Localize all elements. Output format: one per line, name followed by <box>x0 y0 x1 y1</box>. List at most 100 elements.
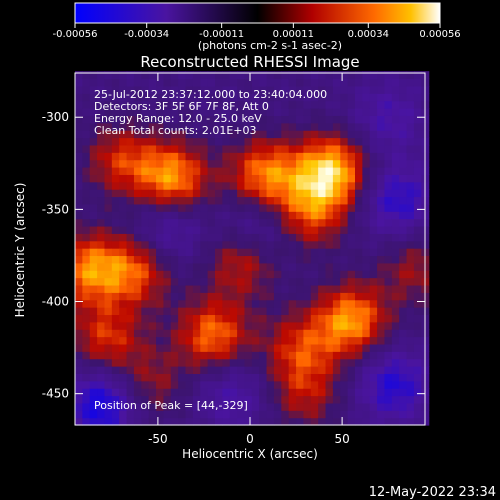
heatmap-cell <box>259 255 268 264</box>
heatmap-cell <box>133 166 142 175</box>
heatmap-cell <box>185 85 194 94</box>
heatmap-cell <box>281 248 290 257</box>
heatmap-cell <box>192 336 201 345</box>
heatmap-cell <box>288 166 297 175</box>
heatmap-cell <box>332 137 341 146</box>
heatmap-cell <box>391 108 400 116</box>
heatmap-cell <box>259 299 268 308</box>
heatmap-cell <box>251 410 260 419</box>
heatmap-cell <box>207 343 216 352</box>
heatmap-cell <box>207 388 216 397</box>
heatmap-cell <box>340 292 349 301</box>
heatmap-cell <box>178 196 187 205</box>
heatmap-cell <box>318 395 327 404</box>
heatmap-cell <box>126 329 135 338</box>
heatmap-cell <box>237 388 246 397</box>
heatmap-cell <box>148 152 157 161</box>
heatmap-cell <box>75 100 83 109</box>
heatmap-cell <box>119 343 128 352</box>
heatmap-cell <box>215 380 223 389</box>
heatmap-cell <box>413 137 422 146</box>
heatmap-cell <box>215 174 223 183</box>
heatmap-cell <box>156 366 165 374</box>
heatmap-cell <box>126 358 135 367</box>
heatmap-cell <box>355 152 363 161</box>
heatmap-cell <box>259 174 268 183</box>
heatmap-cell <box>185 255 194 264</box>
heatmap-cell <box>141 262 150 271</box>
heatmap-cell <box>229 108 238 116</box>
heatmap-cell <box>82 144 91 153</box>
heatmap-cell <box>325 122 334 131</box>
heatmap-cell <box>185 299 194 308</box>
heatmap-cell <box>281 351 290 360</box>
heatmap-cell <box>281 380 290 389</box>
heatmap-cell <box>406 233 415 242</box>
heatmap-cell <box>325 292 334 301</box>
heatmap-cell <box>347 343 356 352</box>
heatmap-cell <box>156 203 165 212</box>
heatmap-cell <box>141 225 150 234</box>
heatmap-cell <box>133 100 142 109</box>
heatmap-cell <box>384 85 393 94</box>
heatmap-cell <box>251 314 260 323</box>
heatmap-cell <box>384 189 393 198</box>
heatmap-cell <box>281 270 290 279</box>
heatmap-cell <box>104 181 113 190</box>
heatmap-cell <box>369 137 378 146</box>
heatmap-cell <box>355 240 363 249</box>
heatmap-cell <box>156 100 165 109</box>
heatmap-cell <box>104 336 113 345</box>
heatmap-cell <box>377 366 386 374</box>
heatmap-cell <box>207 358 216 367</box>
heatmap-cell <box>266 299 275 308</box>
heatmap-cell <box>362 366 371 374</box>
heatmap-cell <box>222 358 231 367</box>
heatmap-cell <box>259 181 268 190</box>
heatmap-cell <box>318 373 327 382</box>
heatmap-cell <box>185 196 194 205</box>
heatmap-cell <box>229 299 238 308</box>
heatmap-cell <box>200 78 209 87</box>
heatmap-cell <box>406 262 415 271</box>
heatmap-cell <box>148 122 157 131</box>
heatmap-cell <box>82 225 91 234</box>
heatmap-cell <box>332 240 341 249</box>
heatmap-cell <box>347 314 356 323</box>
heatmap-cell <box>156 402 165 411</box>
heatmap-cell <box>111 100 120 109</box>
heatmap-cell <box>163 71 172 80</box>
heatmap-cell <box>111 270 120 279</box>
heatmap-cell <box>111 395 120 404</box>
heatmap-cell <box>266 225 275 234</box>
heatmap-cell <box>192 130 201 139</box>
heatmap-cell <box>362 78 371 87</box>
heatmap-cell <box>82 380 91 389</box>
heatmap-cell <box>222 225 231 234</box>
heatmap-cell <box>207 71 216 80</box>
heatmap-cell <box>281 196 290 205</box>
heatmap-cell <box>229 410 238 419</box>
heatmap-cell <box>259 78 268 87</box>
heatmap-cell <box>281 130 290 139</box>
heatmap-cell <box>97 240 106 249</box>
heatmap-cell <box>133 122 142 131</box>
heatmap-cell <box>111 174 120 183</box>
annotation-line: Energy Range: 12.0 - 25.0 keV <box>94 112 262 125</box>
heatmap-cell <box>251 336 260 345</box>
heatmap-cell <box>126 366 135 374</box>
heatmap-cell <box>251 277 260 286</box>
heatmap-cell <box>288 181 297 190</box>
heatmap-cell <box>296 233 305 242</box>
heatmap-cell <box>244 388 253 397</box>
heatmap-cell <box>119 402 128 411</box>
heatmap-cell <box>355 321 363 330</box>
heatmap-cell <box>384 351 393 360</box>
heatmap-cell <box>369 196 378 205</box>
heatmap-cell <box>111 380 120 389</box>
heatmap-cell <box>237 373 246 382</box>
heatmap-cell <box>104 410 113 419</box>
heatmap-cell <box>222 380 231 389</box>
heatmap-cell <box>413 233 422 242</box>
heatmap-cell <box>310 166 319 175</box>
